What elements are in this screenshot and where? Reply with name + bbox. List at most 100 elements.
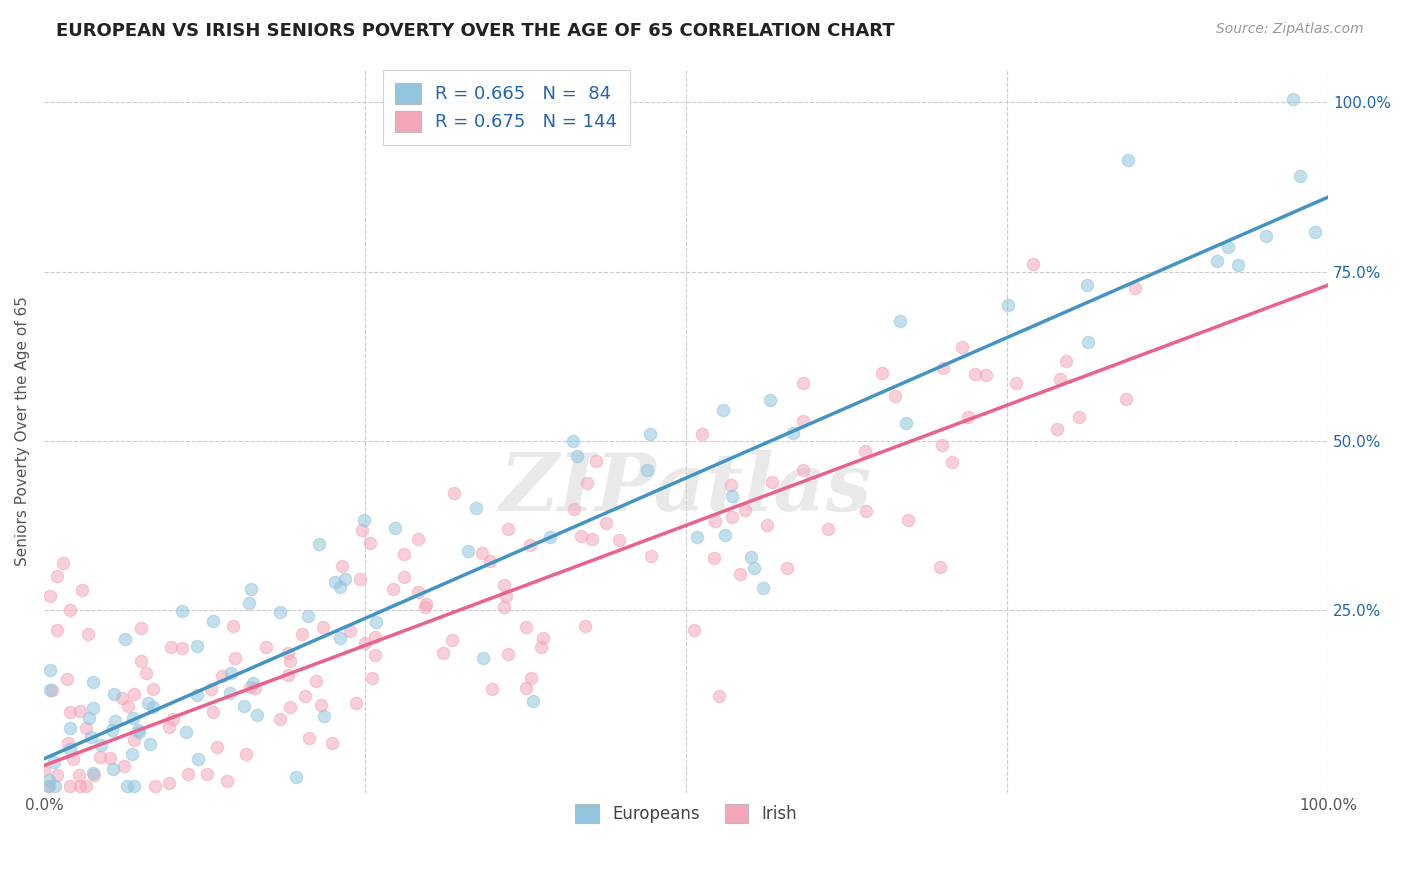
Point [38,779,60,793]
Point [38,683,60,698]
Point [124,779,146,793]
Point [562,502,585,516]
Point [392,547,415,561]
Point [305,674,328,689]
Text: EUROPEAN VS IRISH SENIORS POVERTY OVER THE AGE OF 65 CORRELATION CHART: EUROPEAN VS IRISH SENIORS POVERTY OVER T… [56,22,894,40]
Point [254,640,277,655]
Point [1288,169,1310,184]
Point [157,775,180,789]
Point [531,631,554,645]
Point [931,361,953,376]
Point [69,779,91,793]
Point [82,675,104,690]
Point [117,699,139,714]
Point [707,689,730,703]
Point [782,425,804,440]
Point [1046,422,1069,436]
Point [692,426,714,441]
Point [136,696,159,710]
Point [1118,153,1140,167]
Point [471,546,494,560]
Point [246,707,269,722]
Point [80,730,103,744]
Point [174,724,197,739]
Point [89,739,111,753]
Point [567,449,589,463]
Point [59,779,82,793]
Point [713,403,735,417]
Point [222,619,245,633]
Point [195,767,218,781]
Point [67,768,90,782]
Point [714,528,737,542]
Point [941,455,963,469]
Point [211,668,233,682]
Point [703,551,725,566]
Point [82,765,104,780]
Point [37,779,59,793]
Point [894,416,917,430]
Point [139,737,162,751]
Point [495,589,517,603]
Point [59,721,82,735]
Point [127,723,149,738]
Point [686,531,709,545]
Point [297,609,319,624]
Point [721,510,744,524]
Point [219,665,242,680]
Point [638,427,661,442]
Point [817,522,839,536]
Point [855,504,877,518]
Point [41,682,63,697]
Point [58,705,80,719]
Point [224,650,246,665]
Point [870,367,893,381]
Point [751,581,773,595]
Point [77,711,100,725]
Point [329,631,352,645]
Point [494,600,516,615]
Point [172,640,194,655]
Point [1303,225,1326,239]
Point [233,699,256,714]
Point [569,529,592,543]
Point [329,580,352,594]
Point [776,561,799,575]
Point [142,699,165,714]
Y-axis label: Seniors Poverty Over the Age of 65: Seniors Poverty Over the Age of 65 [15,295,30,566]
Point [538,530,561,544]
Point [1123,280,1146,294]
Point [1077,334,1099,349]
Point [217,774,239,789]
Point [384,521,406,535]
Point [115,779,138,793]
Point [928,560,950,574]
Point [381,582,404,596]
Point [314,708,336,723]
Point [277,646,299,660]
Point [366,615,388,630]
Text: Source: ZipAtlas.com: Source: ZipAtlas.com [1216,22,1364,37]
Point [69,705,91,719]
Point [1218,240,1240,254]
Point [1005,376,1028,390]
Point [481,681,503,696]
Point [42,755,65,769]
Point [465,501,488,516]
Point [142,682,165,697]
Point [238,596,260,610]
Point [349,572,371,586]
Point [177,767,200,781]
Point [471,650,494,665]
Point [359,535,381,549]
Point [124,687,146,701]
Point [129,654,152,668]
Point [160,640,183,654]
Point [530,640,553,654]
Point [291,627,314,641]
Point [101,723,124,737]
Point [44,779,66,793]
Point [897,513,920,527]
Point [734,503,756,517]
Point [323,574,346,589]
